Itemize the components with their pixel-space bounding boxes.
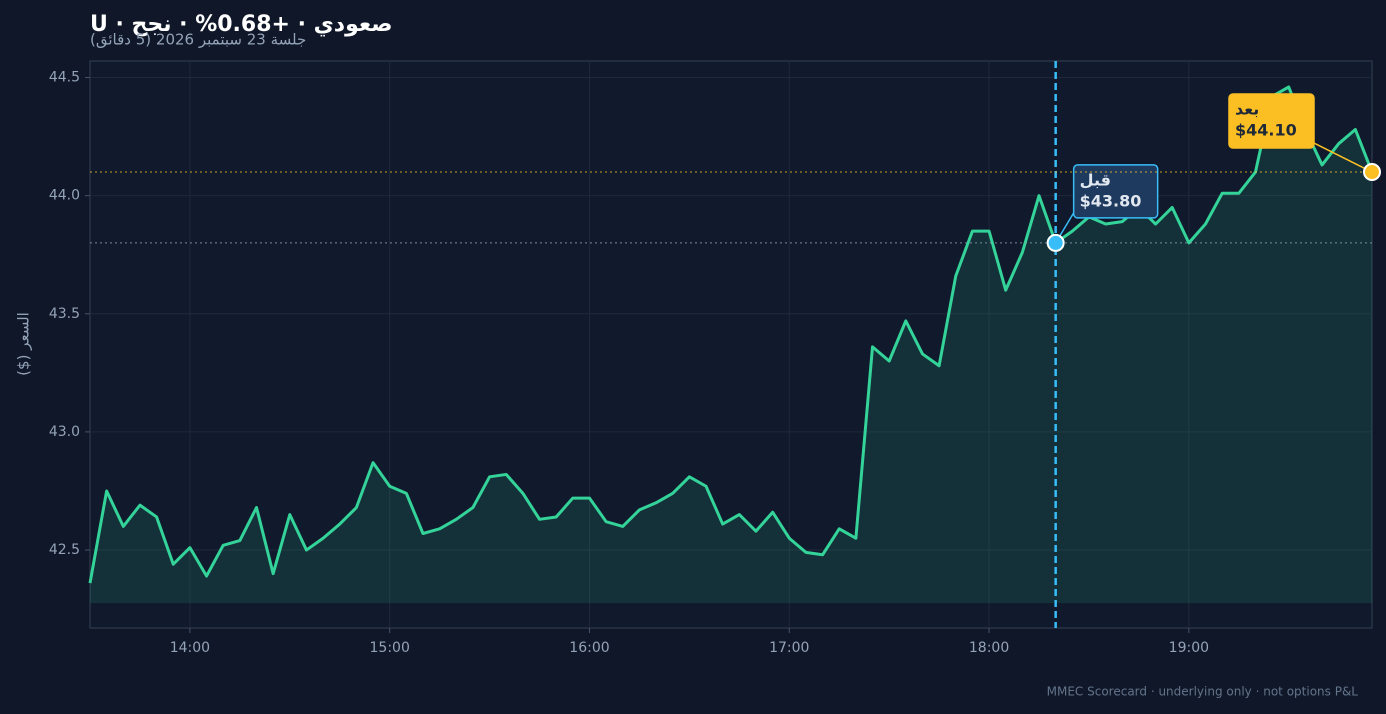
annotation-marker <box>1046 233 1065 252</box>
x-tick-label: 19:00 <box>1169 640 1209 656</box>
y-tick-label: 42.5 <box>49 542 80 558</box>
x-tick-label: 17:00 <box>769 640 809 656</box>
annotation-label: بعد <box>1235 100 1259 119</box>
y-axis-label: السعر ($) <box>15 312 33 376</box>
x-tick-label: 14:00 <box>170 640 210 656</box>
y-tick-label: 43.5 <box>49 306 80 322</box>
annotation-price: $43.80 <box>1080 191 1142 210</box>
annotation-box <box>1072 164 1159 219</box>
y-tick-label: 43.0 <box>49 424 80 440</box>
chart-title: صعودي · +0.68% · نجح · U <box>90 12 393 37</box>
x-tick-label: 18:00 <box>969 640 1009 656</box>
annotation-arrow <box>1313 142 1373 173</box>
annotation-label: قبل <box>1080 170 1111 189</box>
annotation-price: $44.10 <box>1235 121 1297 140</box>
y-tick-label: 44.0 <box>49 188 80 204</box>
chart-subtitle: جلسة 23 سبتمبر 2026 (5 دقائق) <box>90 31 306 49</box>
plot-area <box>89 60 1373 629</box>
x-tick-label: 16:00 <box>569 640 609 656</box>
line <box>88 85 1374 584</box>
y-tick-label: 44.5 <box>49 70 80 86</box>
footer: MMEC Scorecard · underlying only · not o… <box>1047 685 1359 699</box>
annotation-marker <box>1363 163 1381 182</box>
area <box>90 86 1372 604</box>
x-tick-label: 15:00 <box>370 640 410 656</box>
annotation-box <box>1228 93 1315 149</box>
